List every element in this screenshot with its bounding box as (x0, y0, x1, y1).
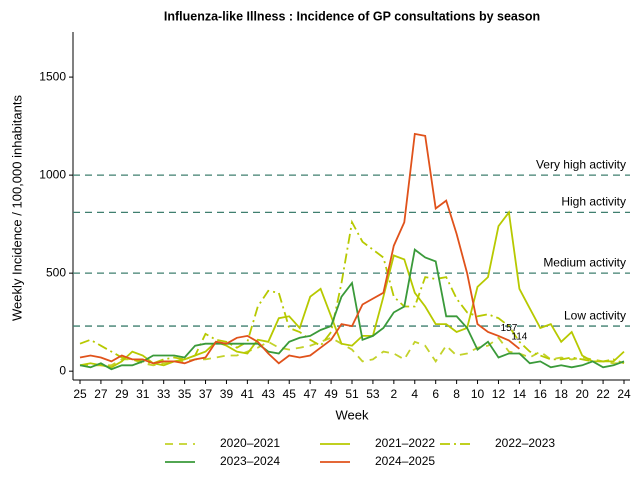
x-tick-label: 33 (157, 387, 171, 401)
x-tick-label: 31 (136, 387, 150, 401)
x-tick-label: 47 (303, 387, 317, 401)
x-tick-label: 25 (73, 387, 87, 401)
x-tick-label: 8 (453, 387, 460, 401)
x-tick-label: 24 (617, 387, 631, 401)
x-tick-label: 10 (471, 387, 485, 401)
series-line (79, 210, 625, 369)
threshold-label: Medium activity (543, 255, 626, 269)
x-tick-label: 18 (555, 387, 569, 401)
x-tick-label: 41 (241, 387, 255, 401)
data-label: 114 (511, 331, 527, 342)
x-axis-label: Week (336, 407, 369, 422)
y-tick-label: 1000 (39, 167, 66, 181)
y-axis-label: Weekly Incidence / 100,000 inhabitants (9, 95, 24, 321)
x-tick-label: 43 (262, 387, 276, 401)
threshold-label: High activity (561, 195, 626, 209)
series-line (80, 336, 624, 367)
x-tick-label: 29 (115, 387, 129, 401)
y-tick-label: 500 (46, 265, 66, 279)
x-tick-label: 37 (199, 387, 213, 401)
x-tick-label: 51 (345, 387, 359, 401)
x-tick-label: 39 (220, 387, 234, 401)
x-tick-label: 14 (513, 387, 527, 401)
x-tick-label: 27 (94, 387, 108, 401)
x-tick-label: 49 (324, 387, 338, 401)
legend-label: 2021–2022 (375, 436, 435, 450)
x-tick-label: 4 (411, 387, 418, 401)
legend-label: 2022–2023 (495, 436, 555, 450)
series-line (79, 132, 520, 365)
y-tick-label: 0 (59, 363, 66, 377)
x-tick-label: 22 (596, 387, 610, 401)
threshold-label: Low activity (564, 308, 626, 322)
y-tick-label: 1500 (39, 69, 66, 83)
x-tick-label: 53 (366, 387, 380, 401)
x-tick-label: 12 (492, 387, 506, 401)
x-tick-label: 2 (391, 387, 398, 401)
series-line (79, 247, 625, 371)
legend-label: 2023–2024 (220, 454, 280, 468)
legend-label: 2024–2025 (375, 454, 435, 468)
series-line (79, 219, 625, 365)
x-tick-label: 45 (283, 387, 297, 401)
x-tick-label: 35 (178, 387, 192, 401)
x-tick-label: 20 (575, 387, 589, 401)
data-label: 157 (501, 323, 518, 334)
x-tick-label: 16 (534, 387, 548, 401)
chart-title: Influenza-like Illness : Incidence of GP… (164, 9, 540, 23)
threshold-label: Very high activity (536, 157, 626, 171)
x-tick-label: 6 (432, 387, 439, 401)
legend-label: 2020–2021 (220, 436, 280, 450)
